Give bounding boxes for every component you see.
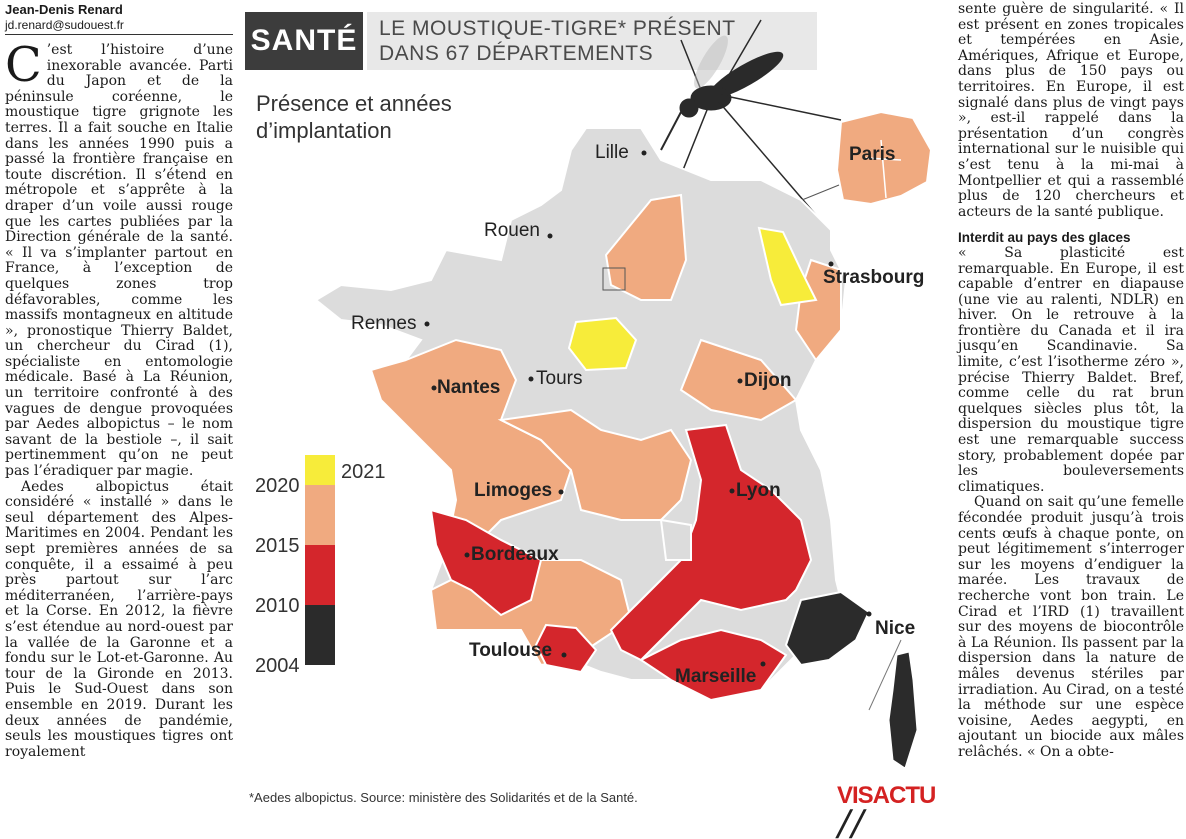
- legend-label-2015: 2015: [255, 535, 300, 557]
- logo-wordmark: VISACTU: [837, 782, 936, 809]
- infographic: SANTÉ LE MOUSTIQUE-TIGRE* PRÉSENT DANS 6…: [241, 0, 949, 838]
- region-2015-grey-pocket: [659, 518, 692, 561]
- paragraph-2: Aedes albopictus était considéré « insta…: [5, 478, 233, 760]
- right-paragraph-3: Quand on sait qu’une femelle fécondée pr…: [958, 494, 1184, 760]
- region-2004-nice: [784, 590, 871, 667]
- france-map: Paris 2021: [255, 19, 933, 769]
- legend: 2021 2020 2015 2010 2004: [255, 455, 386, 677]
- region-2010-lyon: [609, 423, 813, 662]
- legend-label-2020: 2020: [255, 475, 300, 497]
- left-article-column: Jean-Denis Renard jd.renard@sudouest.fr …: [5, 2, 233, 760]
- city-label-limoges: Limoges: [474, 480, 552, 501]
- infographic-title-line2: DANS 67 DÉPARTEMENTS: [379, 42, 654, 65]
- author-name: Jean-Denis Renard: [5, 2, 123, 17]
- city-label-tours: Tours: [536, 368, 582, 389]
- region-2010-bordeaux: [429, 508, 543, 617]
- right-paragraph-2: « Sa plasticité est remarquable. En Euro…: [958, 244, 1184, 495]
- legend-label-2010: 2010: [255, 595, 300, 617]
- infographic-title-line1: LE MOUSTIQUE-TIGRE* PRÉSENT: [379, 17, 736, 40]
- visactu-logo: VISACTU ╱╱: [837, 782, 949, 839]
- subheading: Interdit au pays des glaces: [958, 230, 1131, 246]
- mosquito-icon: [660, 19, 842, 216]
- right-article-column: sente guère de singularité. « Il est pré…: [958, 1, 1184, 761]
- city-label-rennes: Rennes: [351, 313, 417, 334]
- author-email[interactable]: jd.renard@sudouest.fr: [5, 18, 233, 35]
- region-2021-a: [567, 316, 638, 372]
- region-2020-north: [604, 193, 688, 301]
- city-label-toulouse: Toulouse: [469, 640, 552, 661]
- city-label-paris: Paris: [849, 144, 895, 165]
- source-credit: *Aedes albopictus. Source: ministère des…: [249, 790, 638, 805]
- corsica-region: [888, 651, 918, 769]
- section-banner: SANTÉ: [245, 12, 363, 70]
- region-2010-marseille: [639, 628, 788, 702]
- city-label-lille: Lille: [595, 142, 629, 163]
- city-label-marseille: Marseille: [675, 666, 756, 687]
- paris-locator-box: [602, 267, 626, 291]
- city-label-nice: Nice: [875, 618, 915, 639]
- legend-label-2004: 2004: [255, 655, 300, 677]
- city-label-rouen: Rouen: [484, 220, 540, 241]
- logo-mark-icon: ╱╱: [837, 811, 865, 838]
- intro-paragraph-text: ’est l’histoire d’une inexorable avancée…: [5, 42, 233, 480]
- paris-inset-region: [835, 110, 933, 206]
- city-label-lyon: Lyon: [736, 480, 781, 501]
- region-2010-toulouse: [534, 623, 598, 674]
- city-label-nantes: Nantes: [437, 377, 500, 398]
- city-label-bordeaux: Bordeaux: [471, 544, 559, 565]
- corsica-separator: [868, 639, 902, 711]
- legend-label-2021: 2021: [341, 461, 386, 483]
- legend-swatch-2015: [305, 545, 335, 605]
- legend-swatch-2010: [305, 605, 335, 665]
- legend-swatch-2020: [305, 485, 335, 545]
- region-2020-center: [497, 408, 693, 521]
- map-subtitle-line2: d’implantation: [256, 118, 392, 143]
- region-2021-b: [757, 226, 818, 307]
- city-label-strasbourg: Strasbourg: [823, 267, 924, 288]
- city-label-dijon: Dijon: [744, 370, 792, 391]
- city-labels: Lille Rouen Strasbourg Rennes Nantes Tou…: [351, 142, 924, 687]
- right-paragraph-1: sente guère de singularité. « Il est pré…: [958, 1, 1184, 220]
- intro-paragraph: C’est l’histoire d’une inexorable avancé…: [5, 37, 233, 480]
- legend-swatch-2021: [305, 455, 335, 485]
- dropcap-letter: C: [5, 37, 42, 93]
- map-subtitle: Présence et années d’implantation: [256, 90, 452, 144]
- paris-inset: Paris: [628, 110, 933, 271]
- map-subtitle-line1: Présence et années: [256, 91, 452, 116]
- infographic-title: LE MOUSTIQUE-TIGRE* PRÉSENT DANS 67 DÉPA…: [367, 12, 817, 70]
